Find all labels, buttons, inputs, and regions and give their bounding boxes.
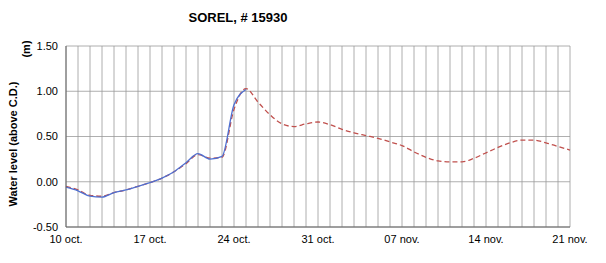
svg-text:-0.50: -0.50 (33, 221, 58, 233)
svg-text:14 nov.: 14 nov. (468, 233, 503, 245)
html-text:SOREL, # 15930: SOREL, # 15930 (188, 10, 288, 25)
svg-text:07 nov.: 07 nov. (384, 233, 419, 245)
svg-text:0.00: 0.00 (37, 176, 58, 188)
svg-text:24 oct.: 24 oct. (217, 233, 250, 245)
svg-text:17 oct.: 17 oct. (133, 233, 166, 245)
svg-text:1.50: 1.50 (37, 40, 58, 52)
svg-text:31 oct.: 31 oct. (301, 233, 334, 245)
svg-text:10 oct.: 10 oct. (49, 233, 82, 245)
html-text:(m): (m) (20, 40, 32, 58)
html-text:Water level (above C.D.): Water level (above C.D.) (7, 81, 19, 207)
svg-text:0.50: 0.50 (37, 130, 58, 142)
svg-text:21 nov.: 21 nov. (552, 233, 587, 245)
svg-text:1.00: 1.00 (37, 85, 58, 97)
